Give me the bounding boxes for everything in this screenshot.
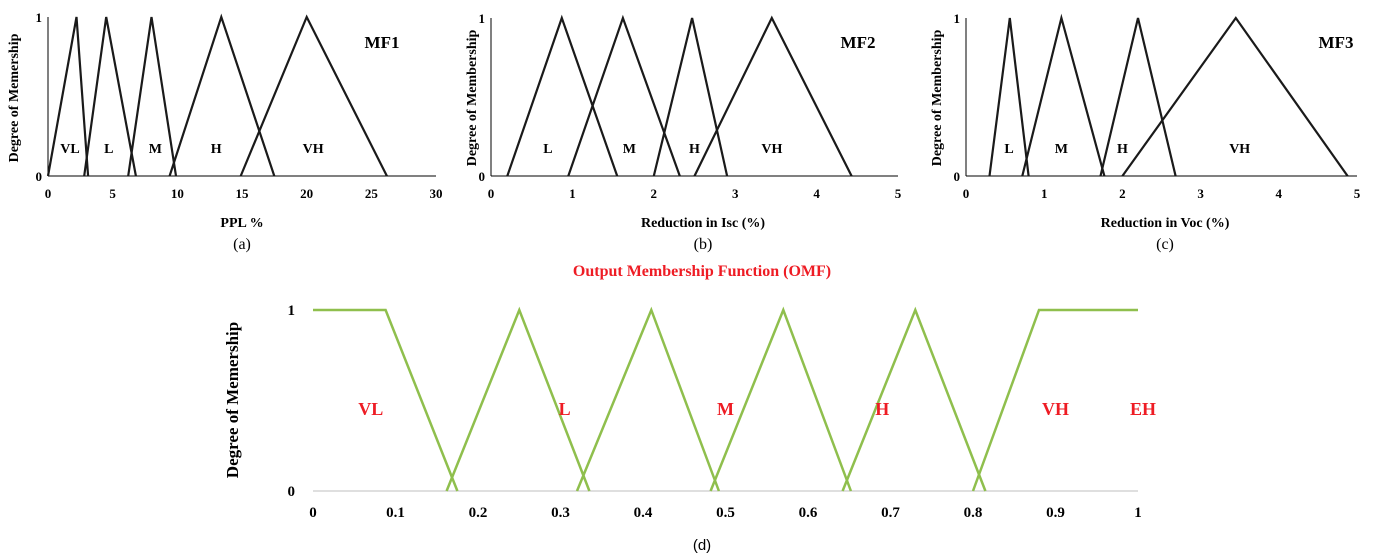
panel-a-xlabel: PPL %	[220, 216, 263, 231]
mf-l-line	[506, 14, 619, 177]
mf-h-line	[709, 306, 853, 492]
panel-b-x-tick-label: 0	[488, 186, 495, 201]
region-label-vh: VH	[303, 142, 324, 157]
panel-a-x-tick-label: 15	[236, 186, 250, 201]
panel-d-title: Output Membership Function (OMF)	[573, 263, 831, 280]
panel-d-x-tick-label: 0.2	[469, 505, 488, 521]
panel-c-x-tick-label: 2	[1119, 186, 1126, 201]
panel-c-x-tick-label: 0	[963, 186, 970, 201]
region-label-vh: VH	[1229, 142, 1250, 157]
region-label-vl: VL	[60, 142, 79, 157]
panel-d-y-tick-label: 1	[288, 303, 296, 319]
panel-d-x-tick-label: 0.3	[551, 505, 570, 521]
region-label-h: H	[1117, 142, 1128, 157]
panel-d-x-tick-label: 0	[309, 505, 317, 521]
region-label-vl: VL	[358, 399, 383, 419]
panel-a-box-label: MF1	[365, 33, 400, 52]
region-label-vh: VH	[761, 142, 782, 157]
region-label-l: L	[1004, 142, 1013, 157]
panel-c-x-tick-label: 1	[1041, 186, 1048, 201]
panel-b-x-tick-label: 1	[569, 186, 576, 201]
mf-h-line	[652, 17, 729, 177]
panel-d-x-tick-label: 0.5	[716, 505, 735, 521]
panel-c-y-tick-label: 0	[954, 169, 961, 184]
panel-a-y-tick-label: 1	[36, 10, 43, 25]
panel-b-x-tick-label: 2	[651, 186, 658, 201]
panel-a-x-tick-label: 25	[365, 186, 379, 201]
panel-b-ylabel: Degree of Membership	[465, 29, 480, 166]
panel-b-x-tick-label: 5	[895, 186, 902, 201]
panel-d-x-tick-label: 0.9	[1046, 505, 1065, 521]
panel-d-omf-chart: Output Membership Function (OMF) Degree …	[223, 263, 1156, 554]
region-label-l: L	[543, 142, 552, 157]
mf-m-line	[1021, 13, 1106, 177]
panel-d-caption: (d)	[693, 537, 711, 554]
region-label-m: M	[149, 142, 162, 157]
panel-c-mf3-chart: Degree of Membership MF3 0 1 2 3 4 501 L M H VH …	[930, 11, 1361, 253]
panel-b-xlabel: Reduction in Isc (%)	[641, 216, 765, 231]
panel-a-x-tick-label: 30	[430, 186, 443, 201]
panel-a-x-tick-label: 0	[45, 186, 52, 201]
panel-d-ylabel: Degree of Memership	[223, 322, 242, 478]
panel-b-caption: (b)	[694, 236, 713, 253]
panel-d-x-tick-label: 0.6	[799, 505, 818, 521]
panel-c-caption: (c)	[1156, 236, 1174, 253]
mf-eh-line	[971, 308, 1138, 492]
panel-b-y-tick-label: 0	[479, 169, 486, 184]
panel-d-y-tick-label: 0	[288, 484, 296, 500]
region-label-m: M	[717, 399, 734, 419]
region-label-m: M	[623, 142, 636, 157]
region-label-h: H	[875, 399, 889, 419]
mf-h-line	[1099, 17, 1177, 177]
region-label-eh: EH	[1130, 399, 1156, 419]
panel-c-x-tick-label: 4	[1276, 186, 1283, 201]
region-label-m: M	[1055, 142, 1068, 157]
region-label-vh: VH	[1042, 399, 1069, 419]
region-label-h: H	[689, 142, 700, 157]
mf-vl-line	[313, 308, 459, 492]
panel-c-y-tick-label: 1	[954, 11, 961, 26]
mf-vh-line	[693, 15, 853, 177]
mf-vh-line	[841, 306, 987, 492]
panel-b-box-label: MF2	[841, 33, 876, 52]
mf-l-line	[988, 17, 1030, 177]
mf-vh-line	[1121, 16, 1349, 177]
panel-a-x-tick-label: 20	[300, 186, 313, 201]
panel-a-y-tick-label: 0	[36, 169, 43, 184]
panel-b-y-tick-label: 1	[479, 11, 486, 26]
mf-m-line	[127, 16, 178, 177]
mf-vh-line	[239, 14, 388, 177]
panel-a-x-tick-label: 5	[109, 186, 116, 201]
panel-d-x-tick-label: 0.1	[386, 505, 405, 521]
panel-c-ylabel: Degree of Membership	[930, 29, 945, 166]
region-label-h: H	[211, 142, 222, 157]
panel-c-box-label: MF3	[1319, 33, 1354, 52]
panel-a-mf1-chart: Degree of Memership MF1 0 5 10 15 20 25 30 0 1 V…	[7, 10, 443, 253]
panel-a-ylabel: Degree of Memership	[7, 33, 22, 162]
panel-a-caption: (a)	[233, 236, 251, 253]
mf-vl-line	[46, 16, 90, 177]
panel-d-x-tick-label: 0.7	[881, 505, 900, 521]
region-label-l: L	[104, 142, 113, 157]
region-label-l: L	[559, 399, 571, 419]
mf-m-line	[567, 14, 681, 177]
mf-l-line	[83, 16, 137, 177]
panel-d-x-tick-label: 1	[1134, 505, 1142, 521]
mf-h-line	[168, 13, 276, 177]
panel-b-x-tick-label: 4	[813, 186, 820, 201]
panel-c-x-tick-label: 5	[1354, 186, 1361, 201]
panel-b-mf2-chart: Degree of Membership MF2 0 1 2 3 4 501 L M H VH …	[465, 11, 902, 253]
panel-d-x-tick-label: 0.8	[964, 505, 983, 521]
panel-c-xlabel: Reduction in Voc (%)	[1101, 216, 1230, 231]
panel-a-x-tick-label: 10	[171, 186, 184, 201]
panel-b-x-tick-label: 3	[732, 186, 739, 201]
mf-l-line	[445, 306, 591, 492]
panel-c-x-tick-label: 3	[1197, 186, 1204, 201]
mf-m-line	[575, 306, 721, 492]
panel-d-x-tick-label: 0.4	[634, 505, 653, 521]
